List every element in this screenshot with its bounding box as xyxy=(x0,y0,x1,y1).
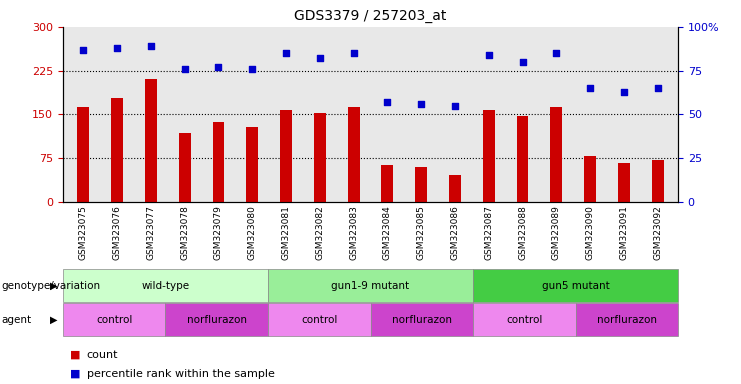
Text: count: count xyxy=(87,350,119,360)
Text: ■: ■ xyxy=(70,350,81,360)
Text: agent: agent xyxy=(1,314,32,325)
Bar xyxy=(213,122,225,202)
Bar xyxy=(280,110,292,202)
Bar xyxy=(415,167,427,202)
Point xyxy=(516,59,528,65)
Text: norflurazon: norflurazon xyxy=(392,314,452,325)
Bar xyxy=(314,113,326,202)
Text: wild-type: wild-type xyxy=(142,280,190,291)
Point xyxy=(652,85,664,91)
Text: control: control xyxy=(506,314,542,325)
Text: ■: ■ xyxy=(70,369,81,379)
Bar xyxy=(483,110,495,202)
Point xyxy=(382,99,393,105)
Bar xyxy=(584,156,596,202)
Point xyxy=(280,50,292,56)
Point xyxy=(348,50,359,56)
Text: GDS3379 / 257203_at: GDS3379 / 257203_at xyxy=(294,9,447,23)
Text: norflurazon: norflurazon xyxy=(597,314,657,325)
Text: gun1-9 mutant: gun1-9 mutant xyxy=(331,280,410,291)
Text: norflurazon: norflurazon xyxy=(187,314,247,325)
Point xyxy=(179,66,190,72)
Bar xyxy=(111,98,123,202)
Point xyxy=(145,43,157,49)
Bar xyxy=(77,107,89,202)
Text: control: control xyxy=(96,314,133,325)
Point xyxy=(314,55,326,61)
Bar xyxy=(551,107,562,202)
Text: control: control xyxy=(301,314,337,325)
Bar xyxy=(145,79,157,202)
Bar xyxy=(179,133,190,202)
Point xyxy=(415,101,427,107)
Text: ▶: ▶ xyxy=(50,314,57,325)
Bar xyxy=(618,163,630,202)
Bar xyxy=(449,175,461,202)
Point xyxy=(551,50,562,56)
Point xyxy=(449,103,461,109)
Point xyxy=(584,85,596,91)
Text: percentile rank within the sample: percentile rank within the sample xyxy=(87,369,275,379)
Text: gun5 mutant: gun5 mutant xyxy=(542,280,609,291)
Point xyxy=(246,66,258,72)
Bar xyxy=(246,127,258,202)
Text: genotype/variation: genotype/variation xyxy=(1,280,101,291)
Point xyxy=(483,52,495,58)
Bar xyxy=(382,165,393,202)
Point xyxy=(77,46,89,53)
Bar xyxy=(516,116,528,202)
Point xyxy=(618,89,630,95)
Text: ▶: ▶ xyxy=(50,280,57,291)
Point xyxy=(213,64,225,70)
Bar xyxy=(652,160,664,202)
Bar xyxy=(348,107,359,202)
Point xyxy=(111,45,123,51)
